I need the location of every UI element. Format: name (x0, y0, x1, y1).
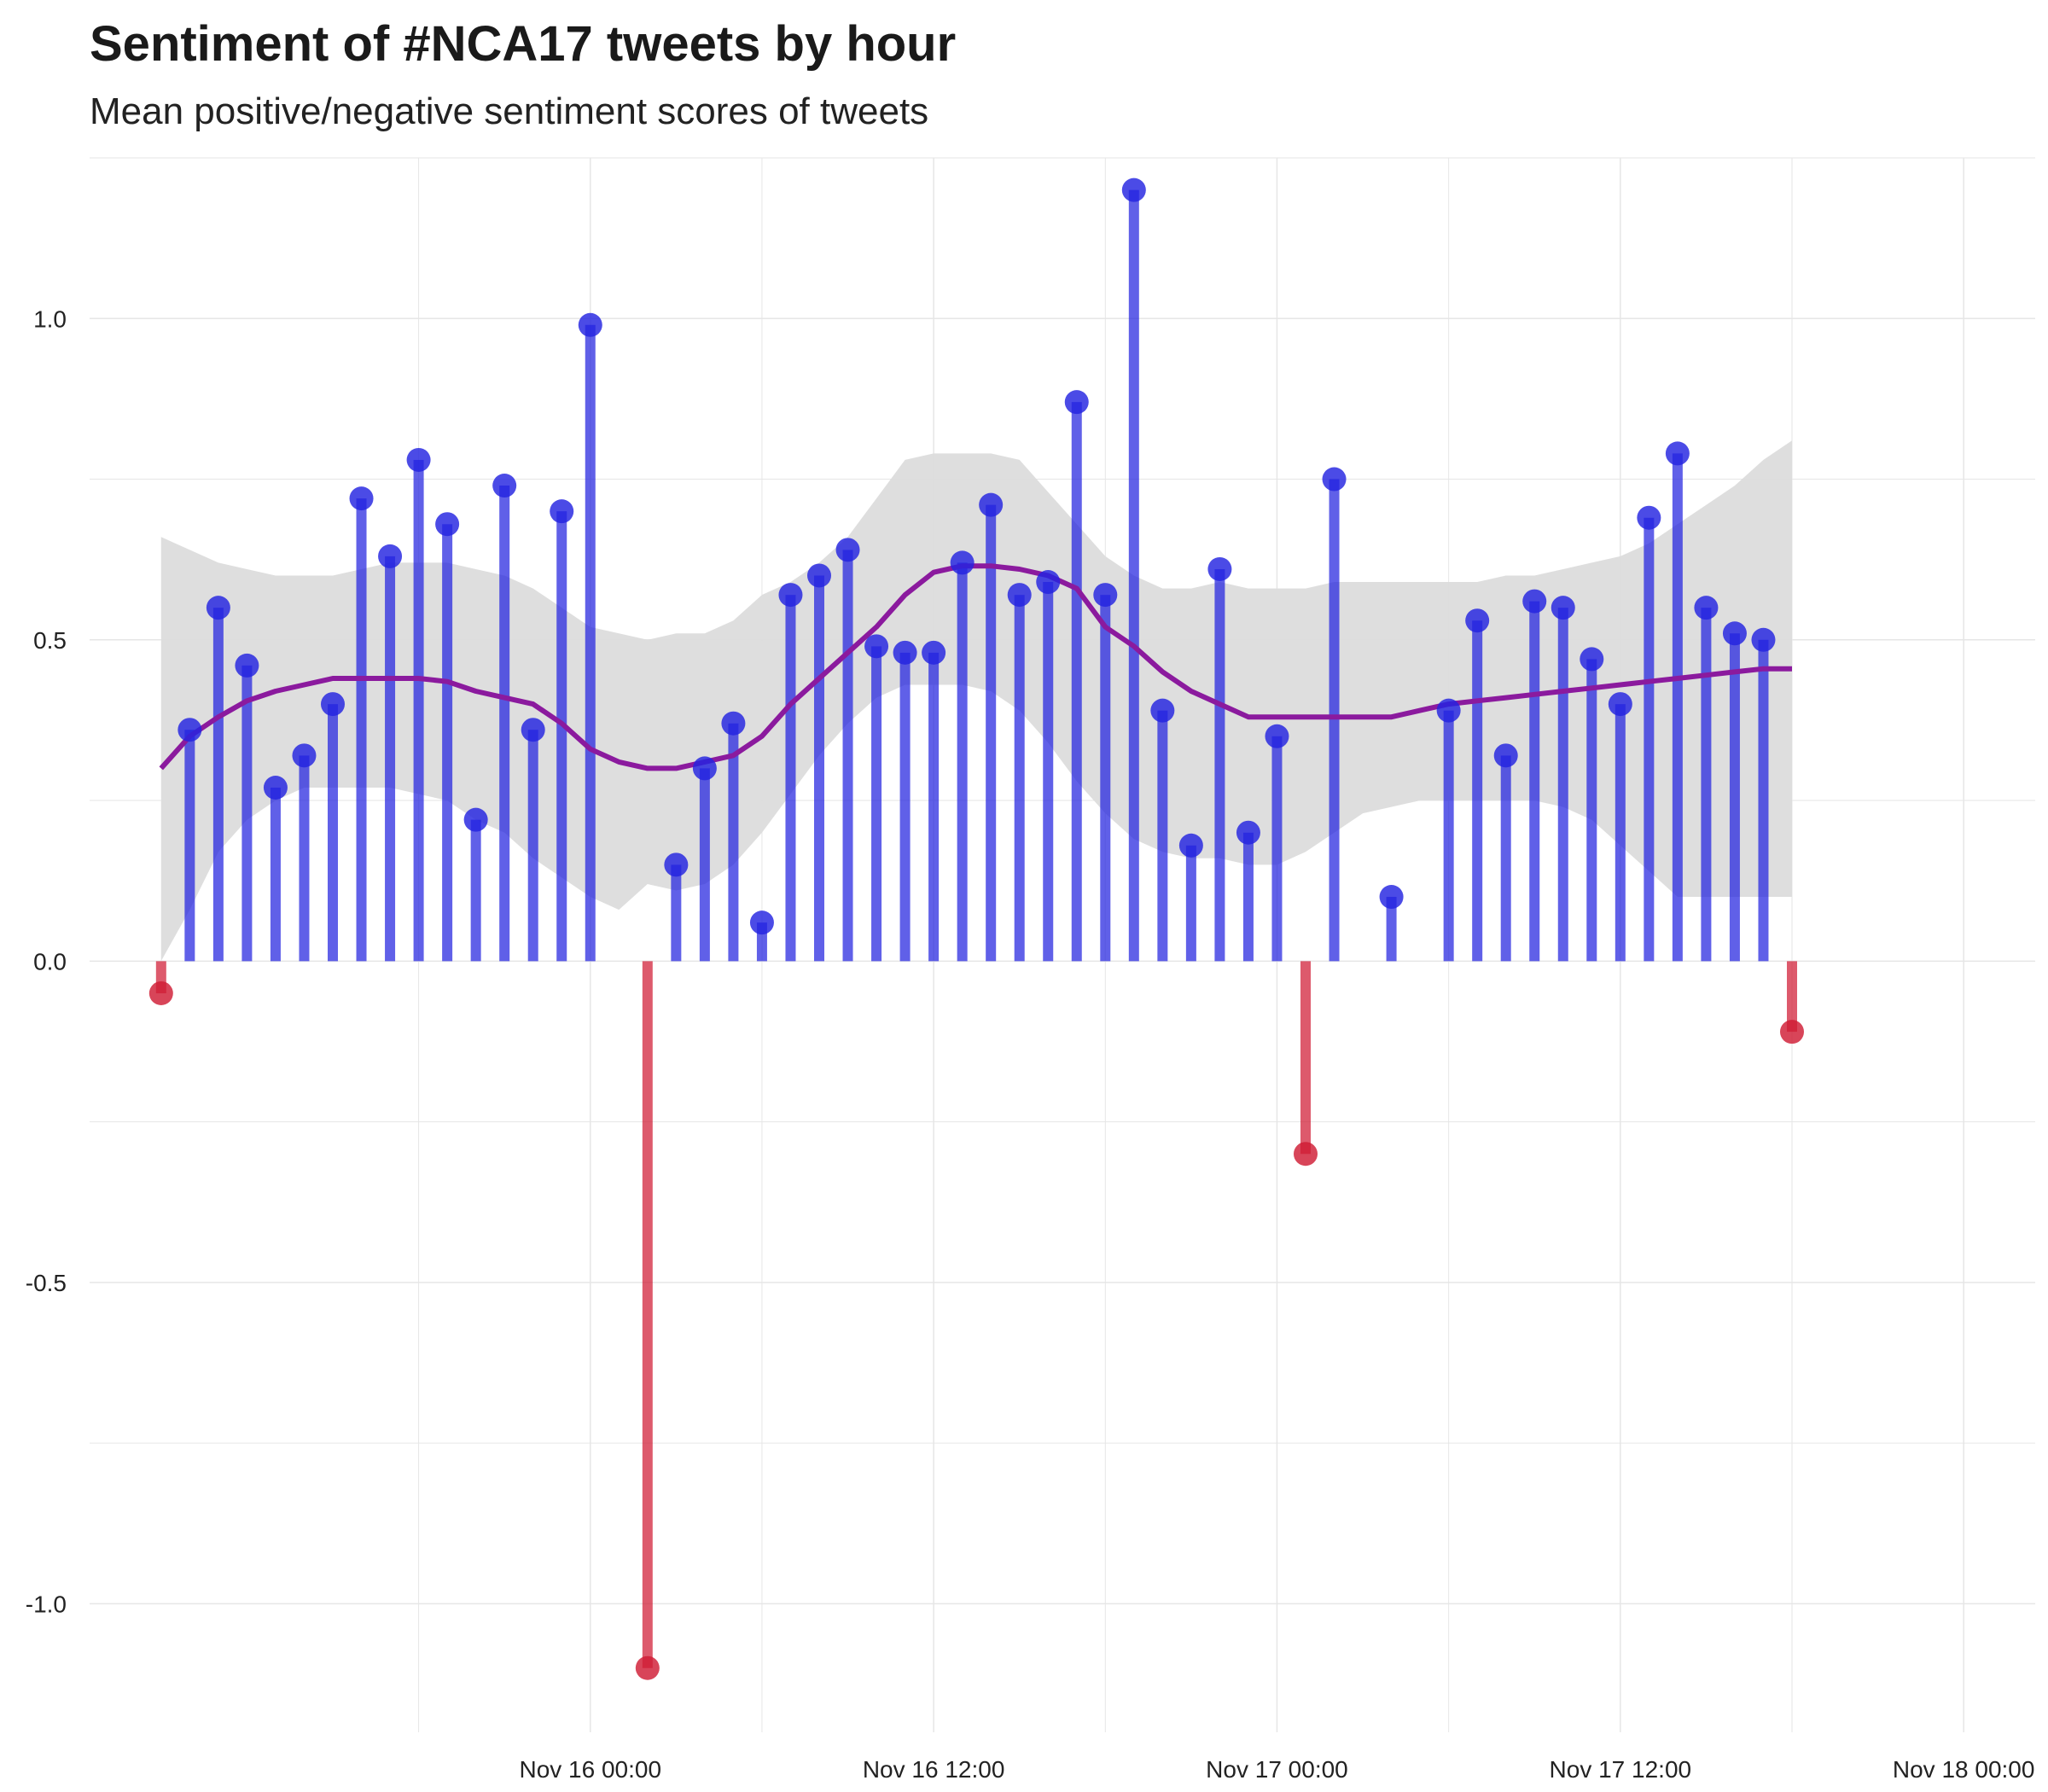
trend-line-layer (159, 563, 1792, 771)
chart-subtitle: Mean positive/negative sentiment scores … (90, 90, 929, 132)
positive-point (349, 486, 374, 511)
y-tick-label: -0.5 (26, 1270, 67, 1296)
positive-point (721, 711, 746, 736)
positive-point (1178, 833, 1203, 858)
positive-point (749, 911, 774, 935)
positive-point (1751, 627, 1776, 652)
negative-point (1294, 1142, 1318, 1167)
positive-point (177, 718, 202, 742)
positive-point (435, 512, 460, 537)
positive-point (1036, 570, 1061, 595)
positive-point (835, 538, 860, 562)
y-tick-label: -1.0 (26, 1591, 67, 1617)
positive-point (807, 563, 831, 588)
positive-point (950, 550, 975, 575)
positive-point (893, 640, 917, 665)
positive-point (1007, 583, 1032, 608)
positive-point (864, 634, 889, 659)
positive-point (1093, 583, 1118, 608)
x-tick-label: Nov 16 12:00 (863, 1756, 1005, 1783)
negative-point (1780, 1020, 1804, 1044)
grid-lines (90, 157, 2035, 1732)
chart-title: Sentiment of #NCA17 tweets by hour (90, 16, 957, 72)
positive-point (550, 499, 574, 524)
positive-point (778, 583, 803, 608)
positive-point (1694, 596, 1719, 620)
positive-point (235, 653, 259, 678)
positive-point (922, 640, 946, 665)
positive-point (1322, 467, 1347, 492)
x-tick-label: Nov 16 00:00 (519, 1756, 661, 1783)
positive-point (1207, 556, 1232, 581)
positive-point (206, 596, 230, 620)
positive-point (492, 474, 517, 498)
positive-point (1236, 820, 1260, 845)
x-tick-label: Nov 18 00:00 (1893, 1756, 2035, 1783)
positive-point (1379, 885, 1404, 910)
y-tick-label: 1.0 (33, 305, 67, 332)
positive-point (692, 756, 717, 781)
axis-labels: 1.0 0.5 0.0 -0.5 -1.0 Nov 16 00:00 Nov 16 12:0… (26, 305, 2035, 1783)
x-tick-label: Nov 17 00:00 (1206, 1756, 1348, 1783)
positive-point (463, 807, 488, 832)
negative-point (635, 1655, 660, 1680)
positive-point (1436, 698, 1461, 723)
y-tick-label: 0.0 (33, 948, 67, 975)
positive-point (1150, 698, 1175, 723)
positive-point (1608, 692, 1632, 717)
positive-point (1637, 505, 1661, 530)
positive-point (292, 743, 317, 768)
positive-point (1121, 177, 1146, 202)
confidence-band (160, 440, 1792, 962)
positive-point (1064, 390, 1089, 415)
y-tick-label: 0.5 (33, 627, 67, 654)
positive-point (1265, 724, 1289, 748)
negative-point (148, 980, 173, 1005)
positive-point (979, 492, 1004, 517)
positive-point (406, 447, 431, 472)
positive-point (1493, 743, 1518, 768)
positive-point (521, 718, 545, 742)
positive-point (578, 312, 602, 337)
positive-point (263, 776, 288, 800)
x-tick-label: Nov 17 12:00 (1550, 1756, 1692, 1783)
positive-point (1465, 608, 1490, 633)
positive-point (1522, 589, 1547, 614)
positive-point (378, 544, 403, 568)
lollipop-stems (155, 189, 1797, 1668)
positive-point (664, 852, 689, 877)
trend-line (159, 563, 1792, 771)
confidence-band-layer (160, 440, 1792, 962)
positive-point (321, 692, 345, 717)
positive-point (1580, 647, 1604, 672)
lollipop-points (148, 177, 1804, 1680)
positive-point (1722, 621, 1747, 646)
positive-point (1551, 596, 1575, 620)
positive-point (1665, 441, 1690, 466)
